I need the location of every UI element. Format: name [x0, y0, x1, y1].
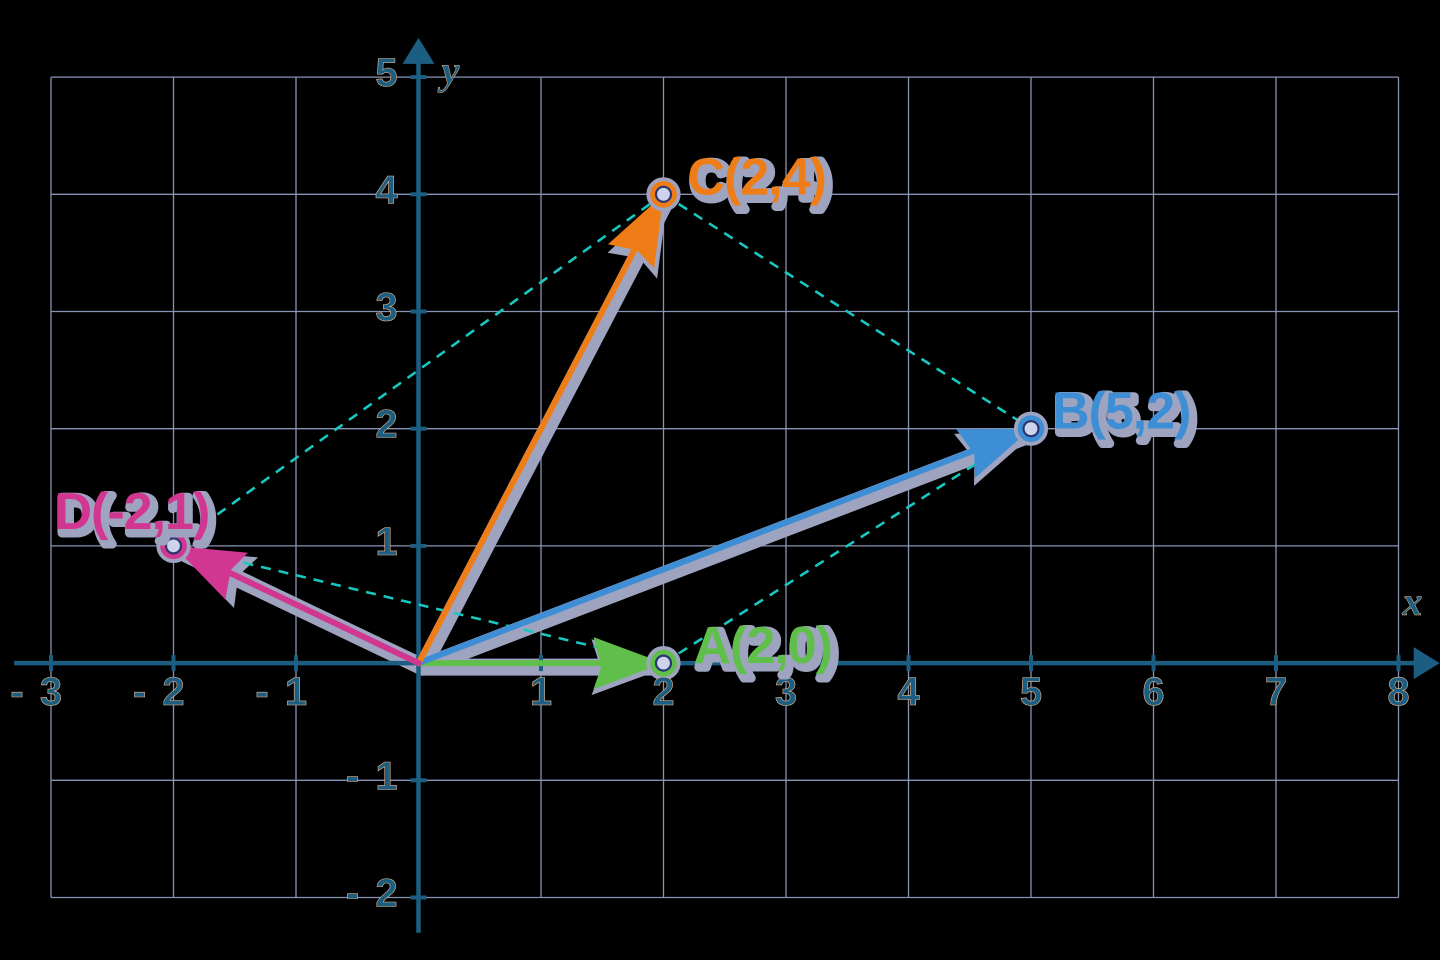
svg-text:5: 5: [375, 51, 397, 95]
svg-text:y: y: [438, 48, 460, 93]
svg-text:-: -: [346, 754, 359, 798]
svg-text:A(2,0): A(2,0): [694, 617, 832, 675]
svg-text:3: 3: [375, 286, 397, 330]
svg-text:-: -: [255, 670, 268, 714]
svg-text:4: 4: [375, 168, 398, 212]
svg-text:1: 1: [375, 754, 397, 798]
svg-text:B(5,2): B(5,2): [1052, 383, 1190, 441]
svg-text:8: 8: [1387, 670, 1409, 714]
svg-text:2: 2: [375, 872, 397, 916]
svg-text:2: 2: [652, 670, 674, 714]
svg-text:1: 1: [375, 520, 397, 564]
svg-text:2: 2: [162, 670, 184, 714]
svg-text:1: 1: [285, 670, 307, 714]
svg-text:-: -: [10, 670, 23, 714]
svg-text:C(2,4): C(2,4): [688, 148, 826, 206]
svg-text:2: 2: [375, 403, 397, 447]
svg-text:7: 7: [1265, 670, 1287, 714]
svg-text:D(-2,1): D(-2,1): [55, 483, 210, 541]
svg-text:4: 4: [897, 670, 920, 714]
svg-text:6: 6: [1142, 670, 1164, 714]
svg-text:-: -: [133, 670, 146, 714]
svg-text:x: x: [1402, 579, 1423, 624]
svg-text:5: 5: [1020, 670, 1042, 714]
svg-text:3: 3: [40, 670, 62, 714]
svg-text:1: 1: [530, 670, 552, 714]
svg-text:-: -: [346, 872, 359, 916]
